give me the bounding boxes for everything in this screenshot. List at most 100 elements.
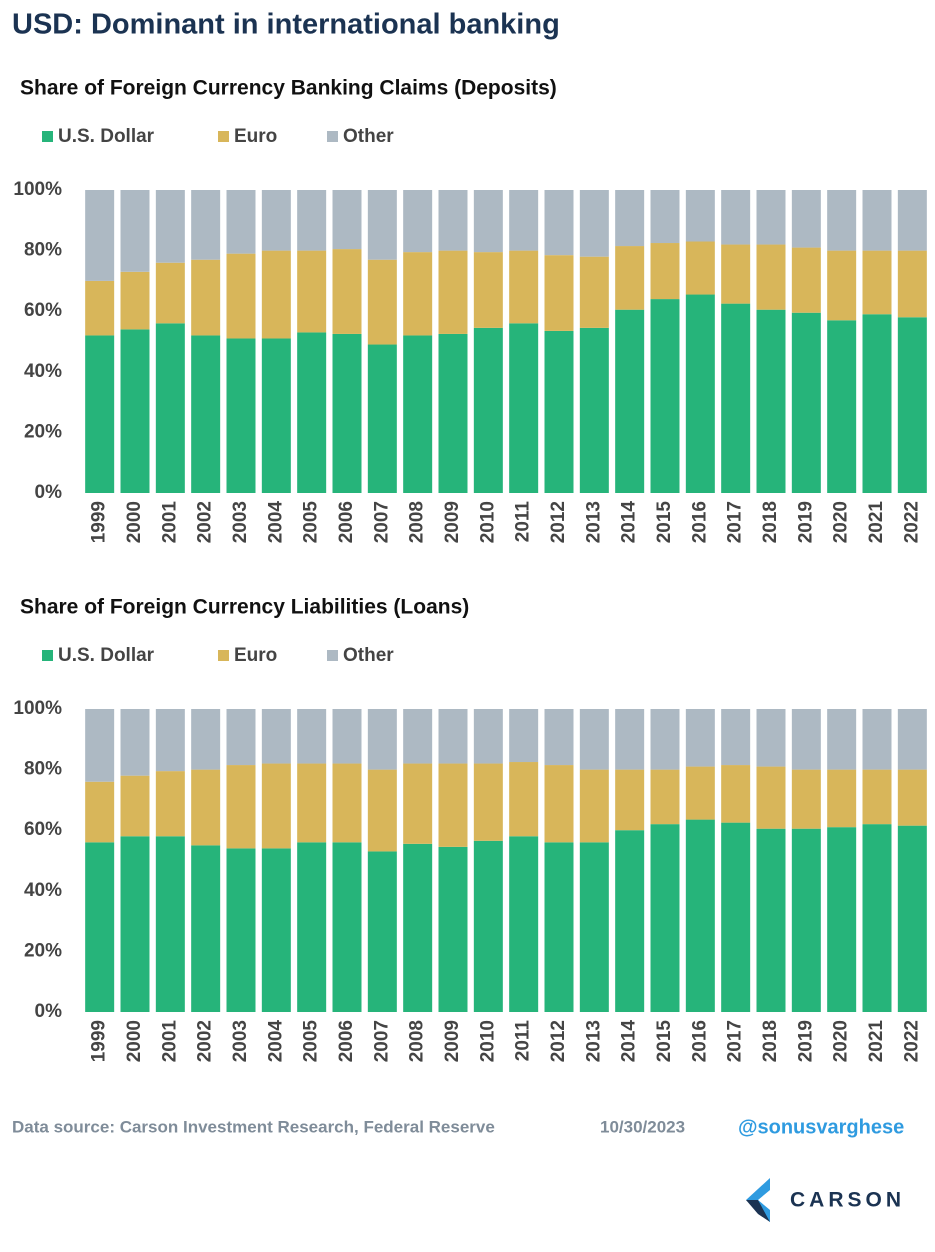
bar-segment [403,190,433,253]
bar-segment [438,846,468,1012]
x-tick-label: 2008 [407,501,428,543]
bar-segment [438,763,468,847]
x-tick-label: 2019 [795,1020,816,1062]
x-tick-label: 2008 [407,1020,428,1062]
bar-segment [862,190,892,251]
bar-segment [615,709,645,770]
bar-segment [191,769,221,846]
bar-segment [544,842,574,1012]
bar-segment [509,762,539,837]
bar-segment [297,190,327,251]
x-tick-label: 2021 [866,1020,887,1063]
bar-segment [367,190,397,260]
bar-segment [297,709,327,764]
bar-segment [650,824,680,1012]
bar-segment [403,252,433,336]
bar-segment [332,190,362,250]
bar-segment [226,709,256,766]
bar-segment [756,244,786,310]
bar-segment [120,709,150,776]
bar-segment [403,763,433,844]
bar-segment [438,250,468,334]
x-tick-label: 2004 [265,501,286,544]
x-tick-label: 2019 [795,501,816,543]
bar-segment [791,828,821,1012]
legend-swatch [42,650,53,661]
bar-segment [155,709,185,772]
x-tick-label: 2003 [230,501,251,543]
bar-segment [509,190,539,251]
bar-segment [120,775,150,837]
bar-segment [120,836,150,1012]
bar-segment [756,828,786,1012]
y-tick-label: 20% [24,421,62,442]
bar-segment [261,250,291,339]
bar-segment [226,253,256,339]
legend-label: Other [343,645,394,666]
bar-segment [897,769,927,826]
x-tick-label: 2018 [760,501,781,543]
bar-segment [367,709,397,770]
bar-segment [438,709,468,764]
bar-segment [155,771,185,837]
x-tick-label: 2010 [477,501,498,543]
bar-segment [685,294,715,493]
bar-segment [509,709,539,763]
x-tick-label: 2000 [124,501,145,543]
bar-segment [191,335,221,493]
bar-segment [827,769,857,828]
x-tick-label: 2009 [442,1020,463,1062]
bar-segment [473,840,503,1012]
bar-segment [438,190,468,251]
x-tick-label: 2018 [760,1020,781,1062]
bar-segment [862,250,892,315]
x-tick-label: 2007 [371,501,392,543]
logo: CARSON [746,1178,901,1222]
x-tick-label: 2012 [548,1020,569,1062]
bar-segment [473,709,503,764]
bar-segment [862,314,892,493]
bar-segment [862,709,892,770]
bar-segment [332,763,362,843]
x-tick-label: 2015 [654,1020,675,1063]
bar-segment [756,709,786,767]
y-tick-label: 0% [35,1001,63,1022]
y-tick-label: 40% [24,361,62,382]
bar-segment [509,250,539,324]
bar-segment [615,309,645,493]
bar-segment [473,763,503,841]
bar-segment [721,244,751,304]
x-tick-label: 2022 [901,1020,922,1062]
bar-segment [85,842,115,1012]
bar-segment [473,190,503,253]
y-tick-label: 60% [24,819,62,840]
bar-segment [403,709,433,764]
bar-segment [85,335,115,493]
legend-swatch [42,131,53,142]
bar-segment [579,256,609,328]
bar-segment [827,320,857,493]
bar-segment [791,190,821,248]
bar-segment [650,299,680,493]
bar-segment [226,190,256,254]
bar-segment [261,763,291,849]
bar-segment [756,309,786,493]
x-tick-label: 2005 [301,1020,322,1063]
x-tick-label: 1999 [89,501,110,543]
x-tick-label: 2004 [265,1020,286,1063]
x-tick-label: 2010 [477,1020,498,1062]
bar-segment [191,190,221,260]
bar-segment [579,842,609,1012]
bar-segment [756,190,786,245]
bar-segment [261,190,291,251]
y-tick-label: 100% [13,698,62,719]
bar-segment [579,709,609,770]
x-tick-label: 2001 [159,1020,180,1063]
bar-segment [721,303,751,493]
bar-segment [261,338,291,493]
x-tick-label: 2014 [619,501,640,544]
chart-title: Share of Foreign Currency Liabilities (L… [20,596,469,619]
bar-segment [438,333,468,493]
legend-swatch [327,131,338,142]
bar-segment [226,765,256,849]
